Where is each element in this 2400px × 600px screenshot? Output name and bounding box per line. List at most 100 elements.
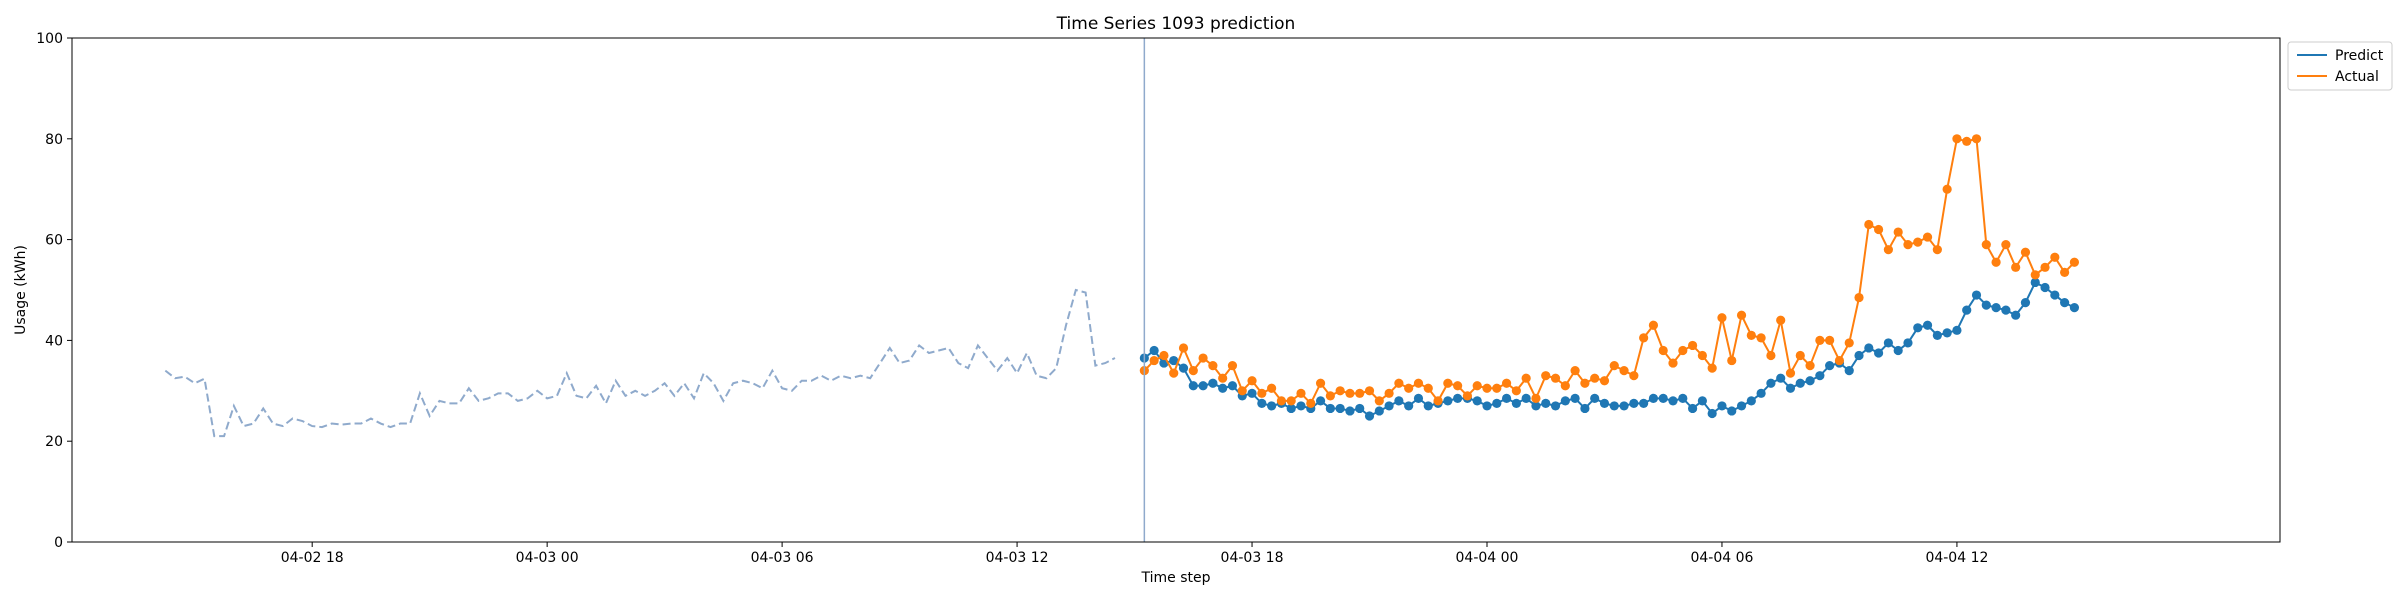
actual-point: [1981, 240, 1991, 250]
x-tick-label: 04-02 18: [281, 550, 344, 566]
actual-point: [1462, 391, 1473, 401]
actual-point: [2011, 262, 2021, 272]
predict-point: [1922, 320, 1933, 330]
y-tick-label: 80: [45, 132, 63, 148]
x-tick-label: 04-03 12: [986, 550, 1049, 566]
actual-point: [1198, 353, 1208, 363]
predict-point: [1501, 393, 1512, 403]
actual-line: [1143, 137, 2076, 406]
actual-point: [1609, 361, 1619, 371]
actual-point: [1267, 383, 1277, 393]
actual-point: [1159, 350, 1169, 361]
predict-point: [1345, 406, 1355, 416]
actual-point: [1433, 396, 1443, 406]
predict-point: [2060, 298, 2070, 308]
predict-point: [1883, 338, 1893, 348]
predict-point: [1648, 393, 1659, 403]
actual-point: [1825, 335, 1835, 345]
predict-point: [1296, 401, 1306, 411]
predict-point: [1590, 393, 1600, 403]
actual-point: [1511, 386, 1521, 396]
actual-point: [1844, 338, 1854, 348]
actual-point: [1903, 240, 1913, 250]
predict-point: [1472, 396, 1482, 406]
predict-point: [1864, 343, 1874, 353]
predict-point: [1149, 345, 1159, 356]
actual-point: [2020, 247, 2031, 257]
predict-point: [1991, 303, 2001, 313]
predict-point: [1658, 393, 1668, 403]
actual-point: [1971, 134, 1982, 144]
actual-point: [1178, 343, 1189, 353]
predict-point: [1785, 383, 1796, 393]
predict-point: [1942, 328, 1952, 338]
predict-point: [1169, 355, 1179, 366]
actual-point: [1541, 371, 1551, 381]
history-series: [164, 288, 1116, 438]
actual-point: [1149, 355, 1159, 366]
actual-point: [2050, 252, 2060, 262]
legend-predict-label: Predict: [2335, 48, 2384, 64]
predict-point: [1903, 338, 1913, 348]
predict-point: [1746, 396, 1756, 406]
predict-point: [1325, 403, 1335, 414]
actual-point: [1580, 378, 1590, 388]
predict-point: [1374, 406, 1384, 416]
actual-point: [1296, 388, 1306, 398]
actual-point: [1188, 366, 1198, 376]
actual-point: [1795, 350, 1805, 361]
predict-point: [1355, 403, 1365, 414]
actual-point: [1570, 366, 1580, 376]
actual-point: [1521, 373, 1531, 383]
predict-point: [1697, 396, 1707, 406]
predict-point: [1893, 345, 1903, 356]
actual-point: [1237, 386, 1247, 396]
actual-point: [1472, 381, 1482, 391]
actual-point: [2030, 270, 2040, 280]
actual-point: [1355, 388, 1365, 398]
actual-point: [1932, 245, 1942, 255]
plot-area-frame: [71, 37, 2281, 543]
predict-point: [1678, 393, 1688, 403]
predict-point: [1825, 361, 1835, 371]
predict-point: [1707, 408, 1717, 419]
actual-point: [1560, 381, 1570, 391]
actual-point: [1413, 378, 1424, 388]
predict-point: [1394, 396, 1404, 406]
actual-point: [1893, 227, 1903, 237]
predict-point: [1550, 401, 1561, 411]
actual-point: [1531, 393, 1541, 403]
predict-point: [2020, 298, 2031, 308]
actual-point: [1276, 396, 1287, 406]
actual-point: [2060, 267, 2070, 277]
x-tick-label: 04-03 00: [516, 550, 579, 566]
predict-point: [1609, 401, 1619, 411]
actual-point: [1629, 371, 1639, 381]
predict-line: [1143, 281, 2075, 418]
predict-point: [1423, 401, 1433, 411]
predict-point: [1227, 381, 1238, 391]
actual-point: [1854, 292, 1864, 303]
actual-point: [1169, 368, 1179, 378]
predict-point: [1218, 383, 1228, 393]
actual-point: [1756, 333, 1766, 343]
predict-point: [1580, 403, 1590, 414]
x-axis-label: Time step: [1141, 570, 1211, 586]
actual-point: [1404, 383, 1414, 393]
actual-point: [1942, 184, 1952, 194]
actual-point: [1727, 355, 1737, 366]
actual-point: [1658, 345, 1668, 356]
actual-point: [1952, 134, 1962, 144]
predict-point: [1335, 403, 1345, 414]
chart-title: Time Series 1093 prediction: [1056, 14, 1296, 34]
predict-point: [1531, 401, 1541, 411]
predict-point: [1854, 350, 1864, 361]
actual-point: [1805, 361, 1815, 371]
actual-point: [1874, 224, 1884, 235]
actual-point: [1913, 237, 1923, 247]
predict-point: [1492, 398, 1502, 408]
actual-point: [1678, 345, 1688, 356]
actual-point: [1492, 383, 1502, 393]
actual-point: [1286, 396, 1296, 406]
